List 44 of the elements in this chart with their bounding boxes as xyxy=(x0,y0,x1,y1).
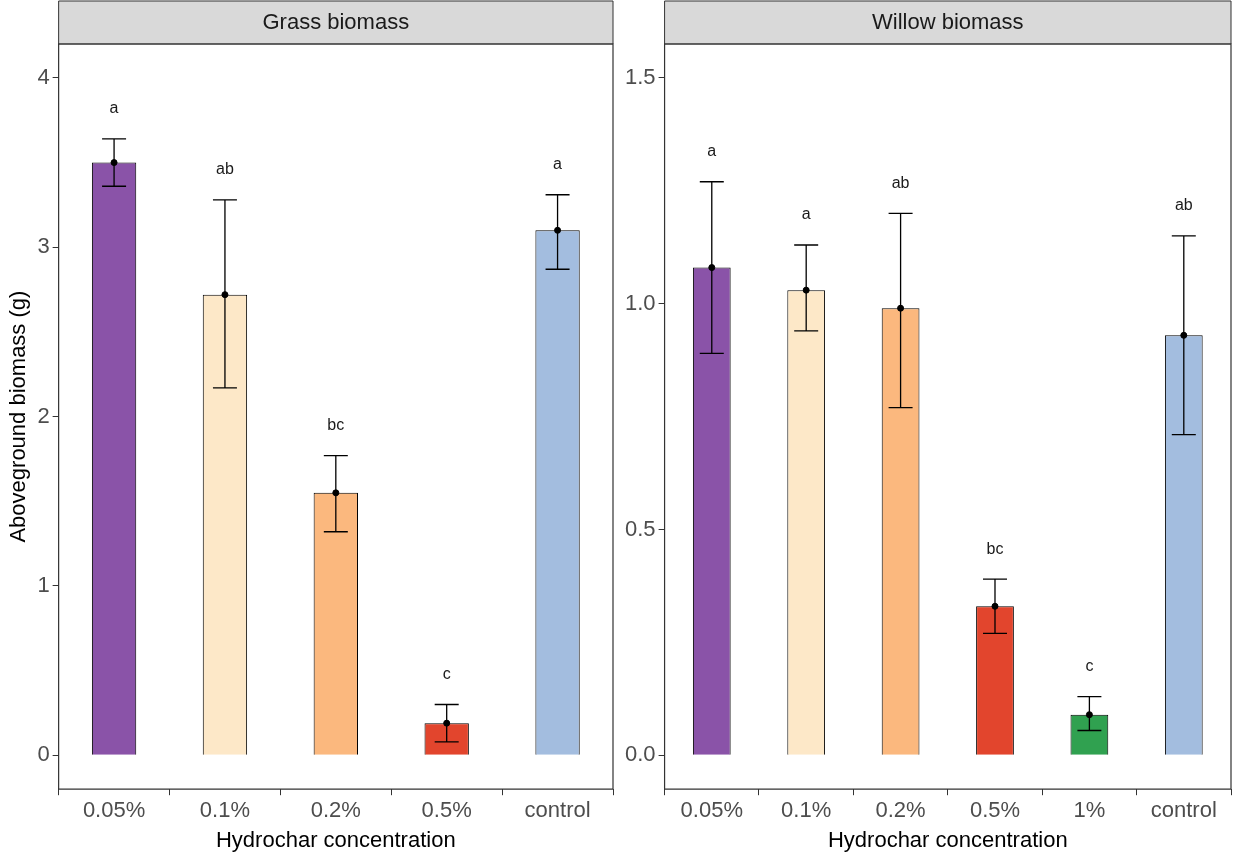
x-axis-title: Hydrochar concentration xyxy=(215,826,456,852)
point xyxy=(708,264,716,272)
x-tick-label: 0.5% xyxy=(969,797,1021,823)
x-tick-label: 1% xyxy=(1073,797,1106,823)
annotation: bc xyxy=(327,415,345,433)
annotation: a xyxy=(109,99,119,117)
annotation: ab xyxy=(891,173,910,191)
x-tick-label: 0.1% xyxy=(781,797,832,823)
annotation: a xyxy=(707,142,717,160)
point xyxy=(554,226,562,234)
point xyxy=(443,719,451,727)
x-tick-label: 0.05% xyxy=(82,797,146,823)
x-tick-label: 0.2% xyxy=(875,797,926,823)
chart-title: Willow biomass xyxy=(871,9,1024,35)
y-tick-label: 1.0 xyxy=(624,289,656,315)
y-tick-label: 4 xyxy=(37,63,50,89)
annotation: c xyxy=(1085,657,1094,675)
y-axis-title: Aboveground biomass (g) xyxy=(5,290,31,543)
point xyxy=(1085,711,1093,719)
annotation: bc xyxy=(986,539,1004,557)
y-tick-label: 3 xyxy=(37,233,50,259)
point xyxy=(802,286,810,294)
x-tick-label: control xyxy=(524,797,591,823)
annotation: ab xyxy=(216,160,234,178)
y-tick-label: 0 xyxy=(37,741,50,767)
point xyxy=(1180,331,1188,339)
x-tick-label: 0.05% xyxy=(680,797,743,823)
chart-title: Grass biomass xyxy=(262,9,410,35)
point xyxy=(332,489,340,497)
x-tick-label: 0.5% xyxy=(421,797,472,823)
y-tick-label: 1.5 xyxy=(624,63,656,89)
x-tick-label: control xyxy=(1150,797,1217,823)
annotation: a xyxy=(553,155,563,173)
annotation: ab xyxy=(1174,196,1193,214)
x-tick-label: 0.1% xyxy=(199,797,251,823)
annotation: a xyxy=(801,205,811,223)
y-tick-label: 2 xyxy=(37,402,50,428)
y-tick-label: 1 xyxy=(37,572,50,598)
point xyxy=(897,304,905,312)
x-tick-label: 0.2% xyxy=(310,797,361,823)
annotation: c xyxy=(442,664,451,682)
x-axis-title: Hydrochar concentration xyxy=(827,826,1068,852)
y-tick-label: 0.5 xyxy=(624,515,656,541)
y-tick-label: 0.0 xyxy=(624,741,656,767)
